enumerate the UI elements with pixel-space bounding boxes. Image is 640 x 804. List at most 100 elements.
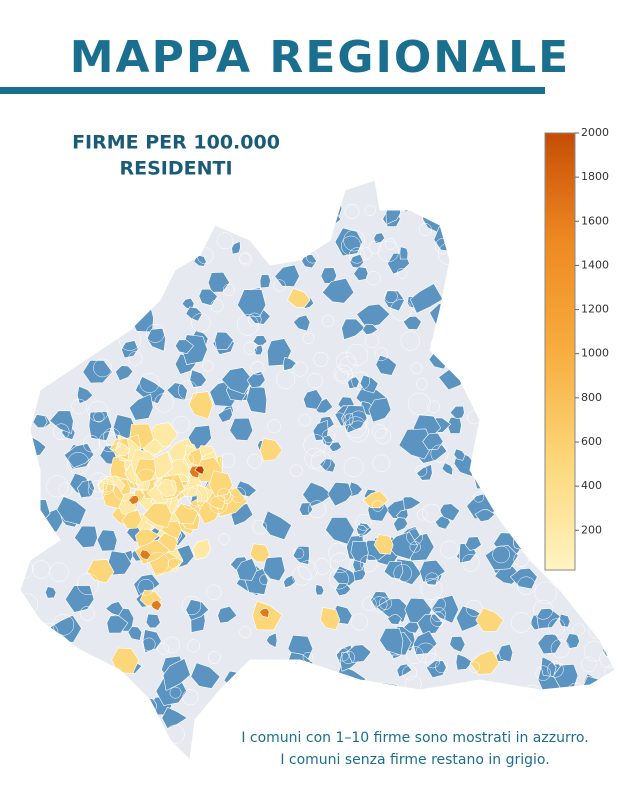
municipality: [537, 633, 562, 655]
boundary-mark: [182, 689, 199, 706]
municipality: [464, 365, 485, 393]
boundary-mark: [239, 252, 251, 264]
municipality: [378, 682, 402, 711]
boundary-mark: [445, 306, 467, 328]
boundary-mark: [360, 247, 373, 260]
municipality: [32, 414, 48, 429]
municipality: [82, 359, 113, 384]
boundary-mark: [581, 656, 597, 673]
municipality: [449, 266, 475, 294]
colorbar-tick-label: 200: [581, 523, 602, 536]
boundary-mark: [465, 599, 483, 617]
municipality: [301, 254, 318, 269]
municipality: [488, 397, 516, 425]
municipality: [241, 186, 255, 201]
municipality: [383, 561, 404, 580]
boundary-mark: [88, 472, 108, 493]
boundary-mark: [171, 473, 190, 492]
boundary-mark: [31, 525, 45, 539]
boundary-mark: [250, 361, 265, 376]
municipality: [282, 356, 298, 372]
boundary-mark: [526, 441, 541, 456]
boundary-mark: [409, 541, 421, 553]
boundary-mark: [408, 392, 431, 415]
boundary-mark: [109, 690, 121, 702]
boundary-mark: [115, 710, 137, 732]
boundary-mark: [372, 454, 390, 472]
municipality: [50, 185, 69, 204]
boundary-mark: [95, 212, 110, 226]
municipality: [86, 559, 115, 584]
colorbar-tick-label: 400: [581, 479, 602, 492]
municipality: [442, 210, 466, 238]
municipality: [107, 265, 129, 295]
municipality: [134, 458, 156, 483]
municipality: [525, 211, 540, 222]
municipality: [229, 417, 254, 441]
boundary-mark: [498, 708, 511, 721]
municipality: [478, 189, 493, 201]
boundary-mark: [574, 320, 596, 342]
municipality: [258, 608, 270, 618]
municipality: [196, 483, 214, 502]
municipality: [373, 232, 386, 244]
boundary-mark: [575, 507, 590, 522]
boundary-mark: [157, 643, 170, 655]
boundary-mark: [78, 234, 98, 254]
municipality: [459, 203, 472, 215]
municipality: [475, 180, 497, 194]
municipality: [236, 558, 258, 581]
boundary-mark: [374, 427, 392, 445]
municipality: [64, 585, 95, 613]
municipality: [265, 632, 278, 649]
boundary-mark: [492, 545, 510, 564]
municipality: [315, 584, 325, 596]
municipality: [20, 192, 40, 218]
municipality: [49, 410, 74, 434]
municipality: [247, 207, 268, 229]
footnote: I comuni con 1–10 firme sono mostrati in…: [241, 730, 588, 746]
boundary-mark: [247, 453, 263, 469]
municipality: [368, 397, 392, 423]
municipality: [23, 726, 41, 749]
municipality: [608, 532, 615, 554]
municipality: [356, 303, 391, 328]
boundary-mark: [366, 270, 381, 286]
boundary-mark: [163, 636, 180, 653]
municipality: [142, 503, 173, 529]
boundary-mark: [278, 699, 295, 716]
municipality: [56, 496, 87, 526]
municipality: [260, 224, 279, 242]
municipality: [58, 180, 81, 204]
boundary-mark: [454, 685, 468, 699]
boundary-mark: [402, 665, 418, 681]
municipality: [240, 699, 257, 717]
boundary-mark: [191, 313, 211, 333]
municipality: [409, 283, 444, 314]
boundary-mark: [109, 702, 123, 715]
boundary-mark: [187, 639, 201, 653]
municipality: [262, 510, 292, 541]
municipality: [76, 479, 95, 499]
boundary-mark: [276, 369, 296, 389]
boundary-mark: [446, 226, 460, 241]
municipality: [283, 574, 297, 588]
boundary-mark: [533, 599, 554, 620]
boundary-mark: [601, 689, 615, 706]
municipality: [146, 327, 166, 352]
colorbar-tick-label: 1000: [581, 347, 609, 360]
boundary-mark: [461, 554, 480, 572]
boundary-mark: [371, 596, 388, 613]
boundary-mark: [416, 509, 428, 521]
municipality: [341, 405, 368, 434]
boundary-mark: [236, 313, 259, 336]
municipality: [515, 378, 530, 390]
municipality: [592, 447, 605, 462]
boundary-mark: [98, 273, 121, 297]
boundary-mark: [271, 704, 290, 723]
boundary-mark: [374, 347, 389, 361]
municipality: [217, 407, 233, 423]
boundary-mark: [46, 475, 69, 498]
boundary-mark: [291, 221, 305, 235]
boundary-mark: [145, 323, 165, 343]
